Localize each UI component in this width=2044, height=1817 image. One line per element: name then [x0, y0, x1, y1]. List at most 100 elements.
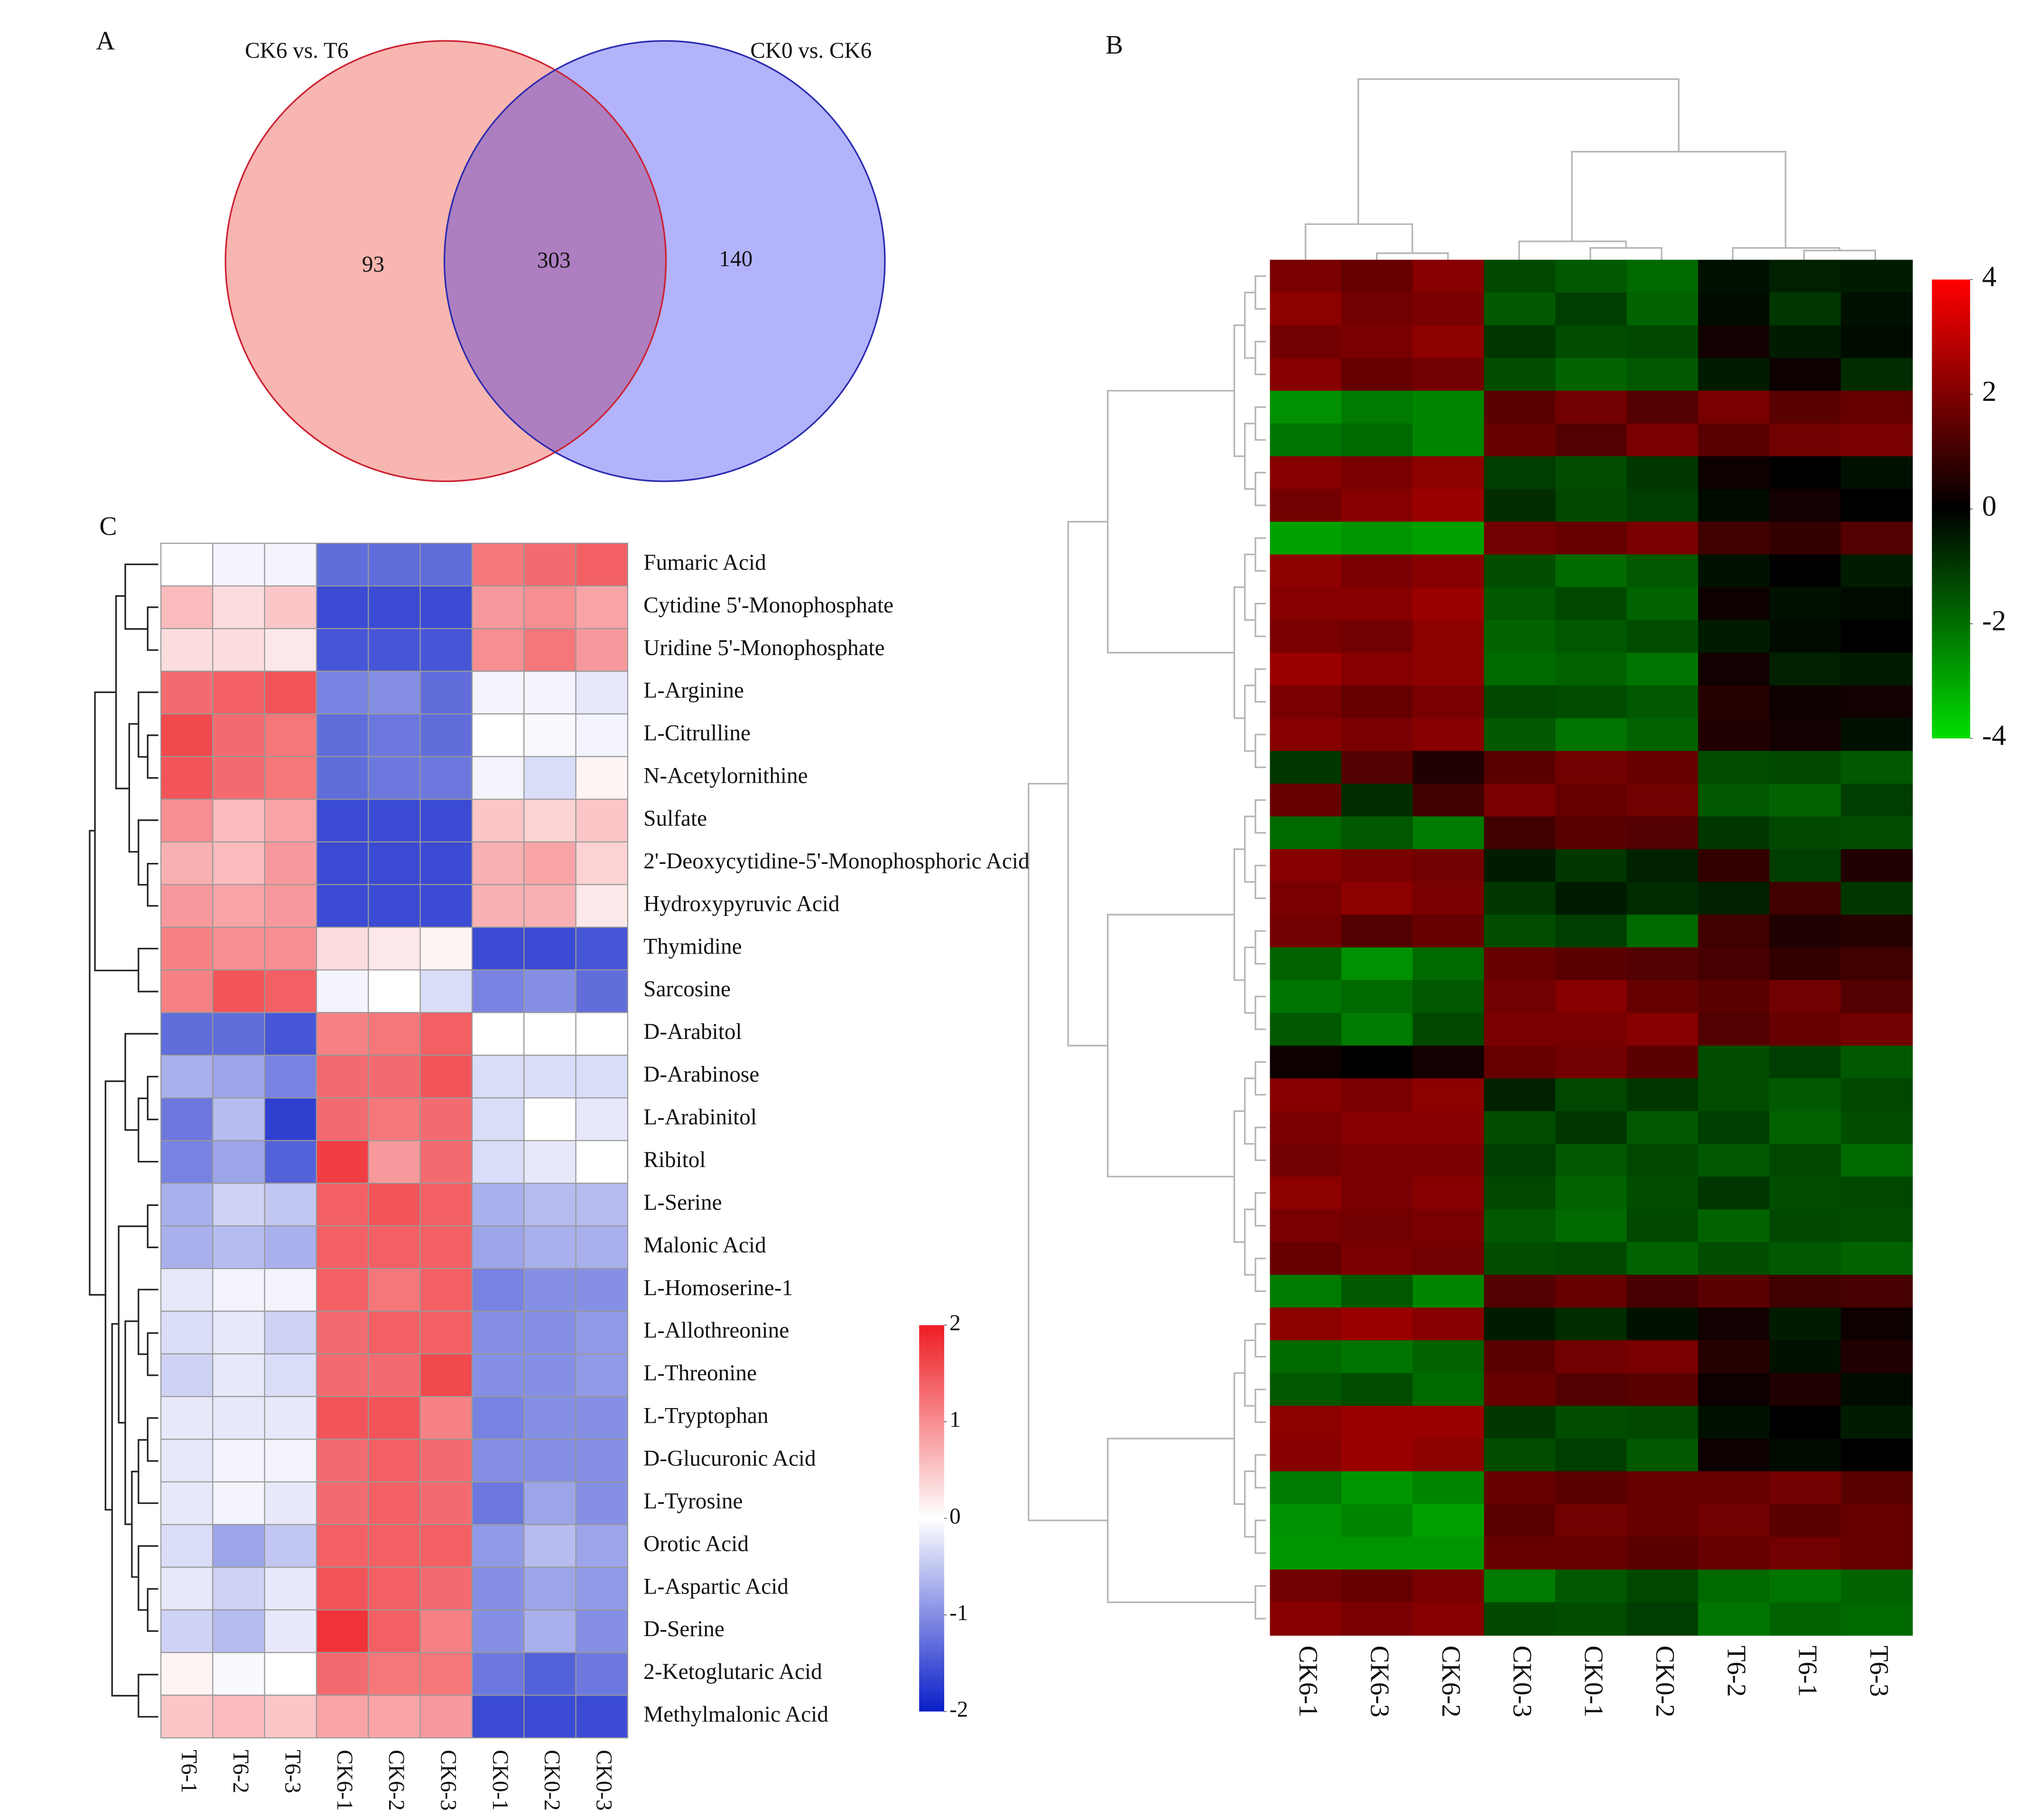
heatmap-cell — [1840, 751, 1913, 785]
heatmap-cell — [575, 841, 629, 885]
heatmap-cell — [1626, 620, 1699, 654]
heatmap-cell — [1840, 292, 1913, 326]
heatmap-cell — [1341, 881, 1413, 916]
heatmap-cell — [264, 1652, 317, 1696]
heatmap-cell — [1769, 914, 1842, 948]
heatmap-cell — [419, 1182, 473, 1227]
heatmap-cell — [368, 1396, 421, 1440]
heatmap-cell — [1626, 1373, 1699, 1407]
heatmap-cell — [264, 670, 317, 714]
heatmap-cell — [160, 1524, 214, 1568]
heatmap-cell — [1698, 554, 1770, 588]
heatmap-cell — [1484, 751, 1556, 785]
heatmap-cell — [212, 1310, 265, 1354]
heatmap-cell — [1626, 1438, 1699, 1472]
column-label: CK6-1 — [1293, 1646, 1323, 1717]
dendrogram-branch — [1254, 603, 1266, 637]
heatmap-cell — [1555, 1307, 1627, 1341]
colorbar-label: -2 — [949, 1697, 968, 1722]
heatmap-cell — [523, 756, 576, 800]
heatmap-cell — [419, 1695, 473, 1739]
heatmap-cell — [419, 841, 473, 885]
heatmap-cell — [1484, 1144, 1556, 1177]
heatmap-cell — [523, 1524, 576, 1568]
row-label: L-Arginine — [643, 678, 744, 703]
dendrogram-branch — [1254, 537, 1266, 572]
heatmap-cell — [1769, 947, 1842, 981]
heatmap-cell — [316, 1225, 369, 1270]
heatmap-cell — [1769, 1340, 1842, 1374]
heatmap-cell — [368, 1225, 421, 1270]
heatmap-cell — [212, 1268, 265, 1312]
heatmap-cell — [264, 1225, 317, 1270]
heatmap-cell — [1698, 1046, 1770, 1079]
heatmap-cell — [316, 798, 369, 843]
heatmap-cell — [1698, 620, 1770, 654]
heatmap-cell — [212, 1097, 265, 1141]
heatmap-cell — [1412, 1569, 1485, 1603]
colorbar — [919, 1325, 945, 1712]
heatmap-cell — [1626, 1307, 1699, 1341]
heatmap-cell — [1698, 1537, 1770, 1570]
heatmap-cell — [471, 1524, 525, 1568]
heatmap-cell — [1840, 1602, 1913, 1636]
heatmap-cell — [368, 1481, 421, 1525]
colorbar-label: -2 — [1982, 605, 2006, 637]
dendrogram-branch — [1254, 275, 1266, 310]
row-label: Cytidine 5'-Monophosphate — [643, 593, 893, 618]
heatmap-cell — [212, 585, 265, 630]
heatmap-cell — [1341, 947, 1413, 981]
heatmap-cell — [1769, 1438, 1842, 1472]
heatmap-cell — [1270, 881, 1342, 916]
heatmap-cell — [1626, 390, 1699, 425]
heatmap-cell — [575, 543, 629, 587]
heatmap-cell — [1698, 1242, 1770, 1276]
heatmap-cell — [1412, 1209, 1485, 1243]
heatmap-cell — [1555, 1373, 1627, 1407]
heatmap-cell — [1840, 587, 1913, 621]
venn-count: 303 — [537, 248, 571, 273]
heatmap-cell — [1341, 358, 1413, 392]
heatmap-cell — [1484, 1307, 1556, 1341]
heatmap-cell — [1840, 260, 1913, 293]
heatmap-cell — [1698, 390, 1770, 425]
dendrogram-branch — [1254, 733, 1266, 769]
heatmap-cell — [1626, 783, 1699, 817]
heatmap-cell — [212, 1438, 265, 1483]
heatmap-cell — [1412, 783, 1485, 817]
heatmap-cell — [419, 969, 473, 1013]
heatmap-cell — [1698, 947, 1770, 981]
heatmap-cell — [160, 1310, 214, 1354]
heatmap-cell — [1484, 1438, 1556, 1472]
heatmap-cell — [368, 969, 421, 1013]
heatmap-cell — [471, 1310, 525, 1354]
heatmap-cell — [1341, 1569, 1413, 1603]
heatmap-cell — [316, 927, 369, 971]
colorbar — [1932, 279, 1970, 739]
heatmap-cell — [1698, 1177, 1770, 1210]
heatmap-cell — [1626, 914, 1699, 948]
heatmap-cell — [1698, 423, 1770, 457]
heatmap-cell — [523, 1012, 576, 1056]
row-label: Uridine 5'-Monophosphate — [643, 636, 884, 660]
heatmap-cell — [1626, 1242, 1699, 1276]
heatmap-cell — [368, 670, 421, 714]
venn-count: 140 — [719, 247, 753, 271]
heatmap-cell — [575, 1182, 629, 1227]
heatmap-cell — [1555, 718, 1627, 752]
heatmap-cell — [212, 1524, 265, 1568]
heatmap-cell — [1698, 1144, 1770, 1177]
heatmap-cell — [575, 884, 629, 928]
heatmap-cell — [160, 1097, 214, 1141]
heatmap-cell — [1484, 1569, 1556, 1603]
column-label: CK6-2 — [384, 1750, 409, 1811]
heatmap-cell — [1769, 1078, 1842, 1112]
panel-label: B — [1106, 30, 1123, 60]
heatmap-cell — [471, 1396, 525, 1440]
heatmap-cell — [264, 1097, 317, 1141]
heatmap-cell — [1626, 947, 1699, 981]
heatmap-cell — [1555, 849, 1627, 883]
heatmap-cell — [1555, 325, 1627, 359]
heatmap-cell — [1412, 1602, 1485, 1636]
heatmap-cell — [1341, 456, 1413, 490]
